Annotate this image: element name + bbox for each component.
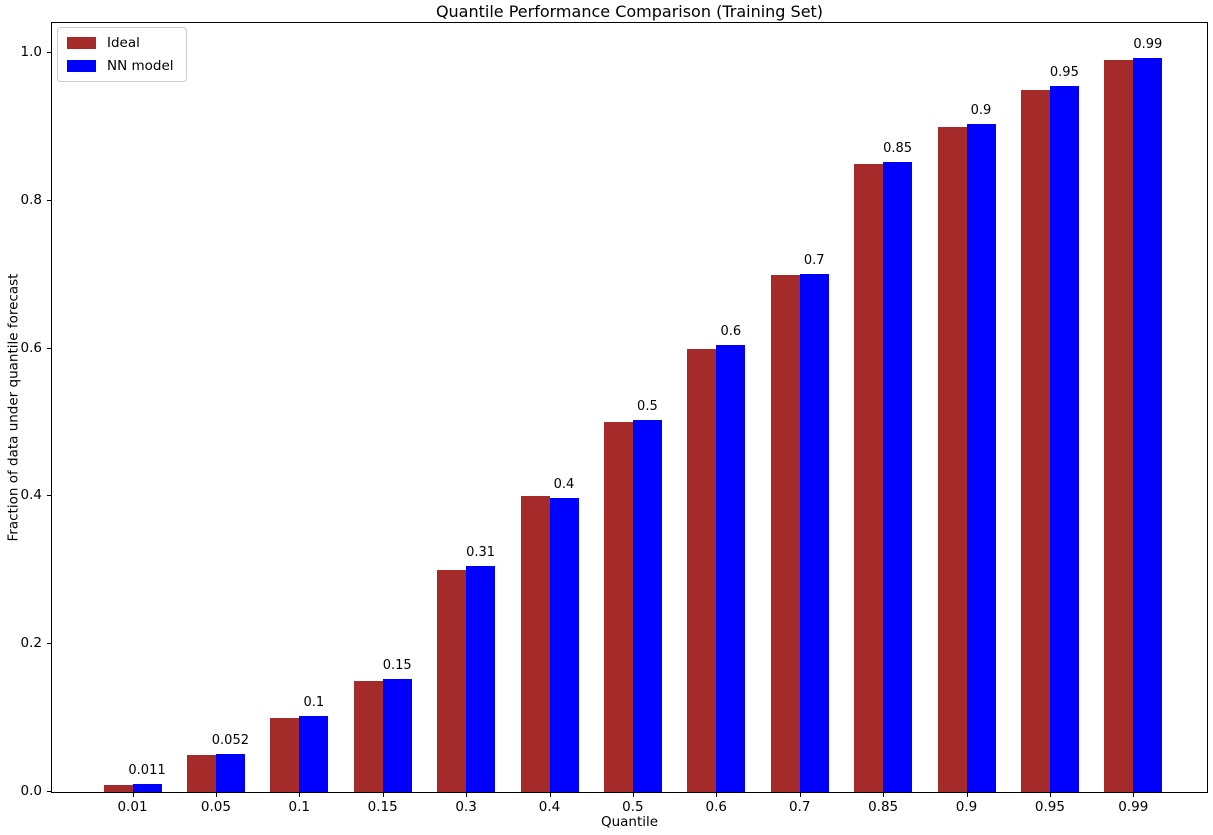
x-tick-label: 0.01 (117, 799, 148, 815)
bar-ideal-0.9 (937, 126, 967, 792)
y-tick-mark (47, 51, 51, 53)
x-tick-mark (632, 793, 634, 797)
bar-nn-model-0.15 (382, 678, 412, 792)
y-tick-label: 0.0 (20, 783, 42, 799)
bar-ideal-0.7 (770, 274, 800, 792)
y-tick-mark (47, 347, 51, 349)
nn-model-color-swatch (67, 60, 96, 72)
x-tick-label: 0.85 (868, 799, 899, 815)
legend: Ideal NN model (57, 27, 187, 82)
y-axis-label: Fraction of data under quantile forecast (5, 273, 22, 542)
bar-ideal-0.85 (854, 163, 884, 792)
bar-ideal-0.3 (437, 570, 467, 792)
x-tick-label: 0.99 (1118, 799, 1149, 815)
bar-nn-model-0.01 (132, 783, 162, 792)
x-tick-mark (716, 793, 718, 797)
bar-ideal-0.5 (603, 422, 633, 792)
bar-value-label: 0.85 (883, 140, 913, 156)
bar-ideal-0.1 (270, 718, 300, 792)
chart-title: Quantile Performance Comparison (Trainin… (435, 2, 824, 21)
bar-value-label: 0.9 (970, 102, 992, 118)
legend-item-ideal: Ideal (67, 35, 174, 51)
x-tick-label: 0.5 (622, 799, 644, 815)
bar-nn-model-0.05 (215, 753, 245, 792)
bar-ideal-0.15 (353, 681, 383, 792)
bar-ideal-0.6 (687, 348, 717, 792)
bar-nn-model-0.5 (632, 419, 662, 792)
bar-value-label: 0.011 (128, 762, 166, 778)
x-tick-label: 0.7 (788, 799, 811, 815)
x-axis-label: Quantile (600, 814, 659, 830)
y-tick-label: 1.0 (20, 43, 42, 60)
bar-ideal-0.99 (1104, 60, 1134, 792)
x-tick-mark (883, 793, 885, 797)
x-tick-label: 0.4 (538, 799, 561, 815)
x-tick-mark (466, 793, 468, 797)
bar-nn-model-0.3 (466, 565, 496, 792)
bar-nn-model-0.95 (1049, 86, 1079, 792)
bar-ideal-0.4 (520, 496, 550, 792)
bar-nn-model-0.6 (716, 344, 746, 792)
y-tick-label: 0.2 (20, 635, 42, 652)
y-tick-mark (47, 643, 51, 645)
bar-value-label: 0.99 (1133, 37, 1163, 53)
x-tick-mark (132, 793, 134, 797)
bar-nn-model-0.99 (1133, 58, 1163, 792)
x-tick-label: 0.1 (288, 799, 311, 815)
legend-item-nn-model: NN model (67, 58, 174, 74)
y-tick-mark (47, 495, 51, 497)
x-tick-mark (1133, 793, 1135, 797)
x-tick-mark (299, 793, 301, 797)
bar-nn-model-0.4 (549, 497, 579, 792)
bar-value-label: 0.052 (211, 732, 249, 748)
x-tick-label: 0.05 (200, 799, 231, 815)
x-tick-label: 0.9 (955, 799, 978, 815)
y-tick-label: 0.4 (20, 487, 42, 504)
bar-nn-model-0.9 (966, 123, 996, 792)
x-tick-label: 0.6 (705, 799, 728, 815)
x-tick-mark (215, 793, 217, 797)
bar-value-label: 0.1 (303, 694, 325, 710)
x-tick-mark (549, 793, 551, 797)
x-tick-mark (1049, 793, 1051, 797)
legend-label-ideal: Ideal (107, 35, 140, 51)
bar-value-label: 0.15 (382, 657, 412, 673)
x-tick-label: 0.95 (1034, 799, 1065, 815)
x-tick-label: 0.15 (367, 799, 398, 815)
bar-ideal-0.05 (186, 755, 216, 792)
x-tick-mark (966, 793, 968, 797)
x-tick-mark (382, 793, 384, 797)
bar-value-label: 0.7 (803, 252, 825, 268)
bar-ideal-0.95 (1020, 89, 1050, 792)
bar-nn-model-0.85 (883, 161, 913, 792)
bar-value-label: 0.95 (1049, 65, 1079, 81)
plot-area: 0.011 0.052 0.1 0.15 0.31 0.4 0.5 0.6 0.7 0.85 0.9… (21, 22, 1208, 815)
bar-value-label: 0.5 (637, 398, 658, 414)
bar-nn-model-0.1 (299, 715, 329, 792)
ideal-color-swatch (67, 37, 96, 49)
legend-label-nn-model: NN model (107, 58, 174, 74)
bar-nn-model-0.7 (799, 273, 829, 792)
bar-value-label: 0.31 (466, 544, 496, 560)
bar-value-label: 0.4 (553, 476, 575, 492)
bar-ideal-0.01 (103, 784, 133, 792)
x-tick-mark (799, 793, 801, 797)
y-tick-mark (47, 791, 51, 792)
y-tick-label: 0.6 (20, 339, 42, 356)
y-tick-label: 0.8 (20, 191, 42, 208)
y-tick-mark (47, 199, 51, 201)
bar-value-label: 0.6 (720, 323, 742, 339)
x-tick-label: 0.3 (455, 799, 477, 815)
